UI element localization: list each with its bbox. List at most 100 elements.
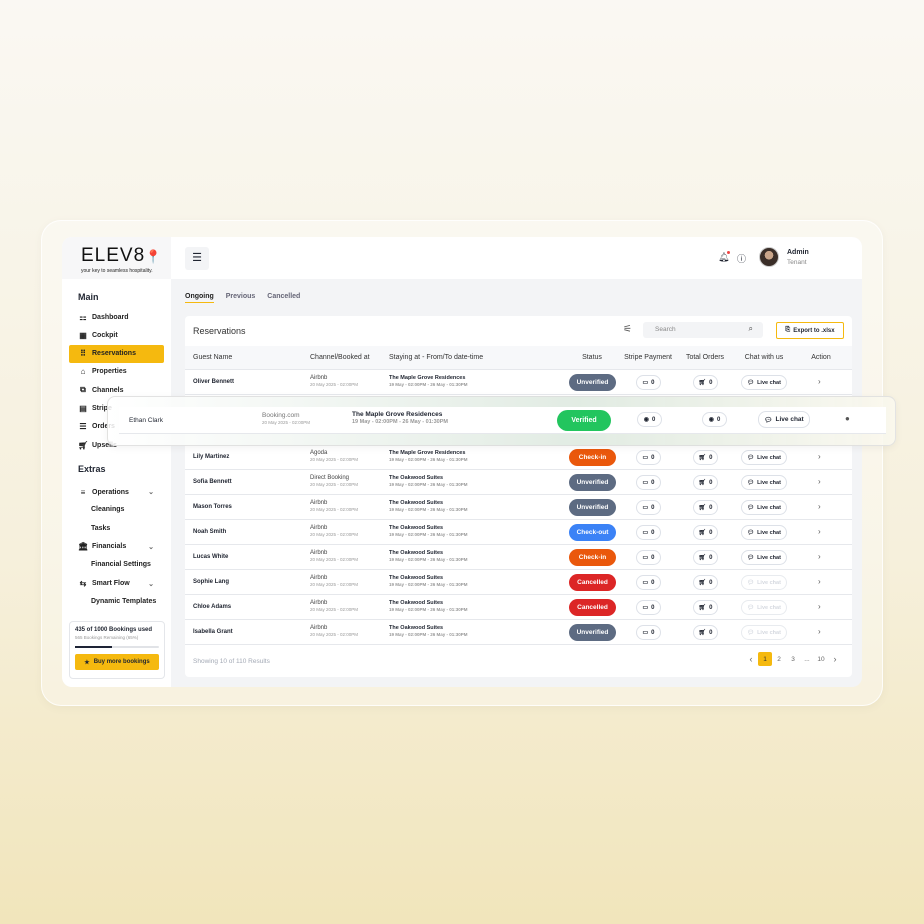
live-chat-button[interactable]: 💬︎ Live chat — [741, 550, 787, 565]
chevron-right-icon[interactable]: › — [818, 377, 821, 386]
status-badge[interactable]: Check-in — [569, 549, 616, 566]
status-badge[interactable]: Unverified — [569, 624, 616, 641]
stripe-payment[interactable]: ◉ 0 — [637, 412, 662, 427]
table-row[interactable]: Isabella Grant Airbnb 20 May 2025 - 02:00P… — [185, 620, 852, 645]
menu-icon[interactable]: ☰ — [185, 247, 209, 270]
stripe-payment[interactable]: ▭ 0 — [636, 450, 661, 465]
table-row-highlighted[interactable]: Ethan Clark Booking.com 20 May 2025 - 02:0… — [119, 407, 886, 434]
stripe-payment[interactable]: ▭ 0 — [636, 600, 661, 615]
filter-icon[interactable]: ⚟ — [623, 324, 632, 335]
chevron-down-icon[interactable]: ⌄ — [148, 489, 154, 496]
table-row[interactable]: Sophie Lang Airbnb 20 May 2025 - 02:00PM Th… — [185, 570, 852, 595]
total-orders[interactable]: 🛒︎ 0 — [693, 600, 718, 615]
chevron-right-icon[interactable]: › — [818, 602, 821, 611]
page-1[interactable]: 1 — [758, 652, 772, 666]
live-chat-button[interactable]: 💬︎ Live chat — [741, 500, 787, 515]
chevron-down-icon[interactable]: ⌄ — [148, 580, 154, 588]
status-badge[interactable]: Check-in — [569, 449, 616, 466]
help-icon[interactable]: ⓘ — [737, 254, 747, 264]
stripe-payment[interactable]: ▭ 0 — [636, 625, 661, 640]
table-row[interactable]: Lily Martinez Agoda 20 May 2025 - 02:00PM T… — [185, 445, 852, 470]
chevron-right-icon[interactable]: › — [818, 577, 821, 586]
table-row[interactable]: Chloe Adams Airbnb 20 May 2025 - 02:00PM Th… — [185, 595, 852, 620]
export-button[interactable]: ⎘ Export to .xlsx — [776, 322, 844, 339]
total-orders[interactable]: 🛒︎ 0 — [693, 550, 718, 565]
live-chat-button[interactable]: 💬︎ Live chat — [758, 411, 810, 428]
total-orders[interactable]: 🛒︎ 0 — [693, 625, 718, 640]
status-badge[interactable]: Cancelled — [569, 599, 616, 616]
live-chat-button[interactable]: 💬︎ Live chat — [741, 375, 787, 390]
avatar[interactable] — [759, 247, 779, 267]
sidebar-subitem[interactable]: Cleanings — [91, 506, 125, 514]
total-orders[interactable]: 🛒︎ 0 — [693, 575, 718, 590]
tab-previous[interactable]: Previous — [225, 293, 256, 300]
live-chat-button[interactable]: 💬︎ Live chat — [741, 525, 787, 540]
table-row[interactable]: Sofia Bennett Direct Booking 20 May 2025 -… — [185, 470, 852, 495]
buy-more-bookings-button[interactable]: ★ Buy more bookings — [75, 654, 159, 670]
channel: Airbnb 20 May 2025 - 02:00PM — [310, 500, 358, 512]
chevron-right-icon[interactable]: › — [818, 627, 821, 636]
sidebar-item-stripe[interactable]: ▤ Stripe — [69, 400, 164, 418]
total-orders[interactable]: 🛒︎ 0 — [693, 500, 718, 515]
total-orders[interactable]: 🛒︎ 0 — [693, 375, 718, 390]
page-10[interactable]: 10 — [817, 655, 825, 663]
page-2[interactable]: 2 — [777, 655, 781, 663]
chevron-right-icon[interactable]: › — [818, 552, 821, 561]
sidebar-item-upsells[interactable]: 🛒︎ Upsells — [69, 436, 164, 454]
status-badge[interactable]: Cancelled — [569, 574, 616, 591]
live-chat-button[interactable]: 💬︎ Live chat — [741, 475, 787, 490]
sidebar-subitem[interactable]: Dynamic Templates — [91, 597, 157, 605]
tab-ongoing[interactable]: Ongoing — [185, 293, 214, 303]
sidebar-subitem[interactable]: Tasks — [91, 524, 111, 532]
bell-icon[interactable]: 🔔︎ — [718, 251, 731, 262]
cart-icon: 🛒︎ — [698, 380, 707, 386]
stripe-payment[interactable]: ▭ 0 — [636, 475, 661, 490]
chevron-right-icon[interactable]: ● — [845, 414, 850, 423]
sidebar-item-smart-flow[interactable]: ⇆ Smart Flow ⌄ — [69, 575, 164, 593]
stripe-payment[interactable]: ▭ 0 — [636, 550, 661, 565]
bookings-usage: 435 of 1000 Bookings used 565 Bookings R… — [69, 621, 165, 679]
status-badge[interactable]: Unverified — [569, 499, 616, 516]
table-header: Guest Name Channel/Booked at Staying at - … — [185, 346, 852, 370]
chevron-right-icon[interactable]: › — [818, 502, 821, 511]
chevron-right-icon[interactable]: › — [818, 527, 821, 536]
total-orders[interactable]: 🛒︎ 0 — [693, 450, 718, 465]
table-row[interactable]: Oliver Bennett Airbnb 20 May 2025 - 02:00P… — [185, 370, 852, 395]
sidebar-item-properties[interactable]: ⌂ Properties — [69, 363, 164, 381]
cart-icon: 🛒︎ — [698, 580, 707, 586]
status-badge[interactable]: Unverified — [569, 474, 616, 491]
chevron-right-icon[interactable]: › — [818, 452, 821, 461]
chevron-down-icon[interactable]: ⌄ — [148, 543, 154, 551]
sidebar-item-operations[interactable]: ≡ Operations ⌄ — [69, 483, 164, 501]
chevron-right-icon[interactable]: › — [833, 654, 837, 664]
search-input[interactable]: Search ⌕ — [643, 322, 763, 338]
tab-cancelled[interactable]: Cancelled — [267, 293, 301, 300]
chevron-left-icon[interactable]: ‹ — [749, 654, 753, 664]
card-title: Reservations — [193, 326, 246, 336]
stripe-payment[interactable]: ▭ 0 — [636, 575, 661, 590]
total-orders[interactable]: ◉ 0 — [702, 412, 727, 427]
live-chat-button[interactable]: 💬︎ Live chat — [741, 450, 787, 465]
table-row[interactable]: Noah Smith Airbnb 20 May 2025 - 02:00PM The… — [185, 520, 852, 545]
sidebar-item-cockpit[interactable]: ▦ Cockpit — [69, 326, 164, 344]
channel: Airbnb 20 May 2025 - 02:00PM — [310, 550, 358, 562]
table-row[interactable]: Mason Torres Airbnb 20 May 2025 - 02:00PM T… — [185, 495, 852, 520]
stripe-payment[interactable]: ▭ 0 — [636, 500, 661, 515]
status-badge[interactable]: Verified — [557, 410, 611, 431]
sidebar-item-dashboard[interactable]: ⚏ Dashboard — [69, 308, 164, 326]
total-orders[interactable]: 🛒︎ 0 — [693, 525, 718, 540]
table-row[interactable]: Lucas White Airbnb 20 May 2025 - 02:00PM Th… — [185, 545, 852, 570]
status-badge[interactable]: Check-out — [569, 524, 616, 541]
sidebar-item-financials[interactable]: 🏛︎ Financials ⌄ — [69, 538, 164, 556]
page-3[interactable]: 3 — [791, 655, 795, 663]
sidebar-item-reservations[interactable]: ⠿ Reservations — [69, 344, 164, 363]
chevron-right-icon[interactable]: › — [818, 477, 821, 486]
sidebar-item-channels[interactable]: ⧉ Channels — [69, 381, 164, 399]
sidebar-item-orders[interactable]: ☰ Orders — [69, 418, 164, 436]
stripe-payment[interactable]: ▭ 0 — [636, 525, 661, 540]
status-badge[interactable]: Unverified — [569, 374, 616, 391]
stripe-payment[interactable]: ▭ 0 — [636, 375, 661, 390]
total-orders[interactable]: 🛒︎ 0 — [693, 475, 718, 490]
channel: Direct Booking 20 May 2025 - 02:00PM — [310, 475, 358, 487]
sidebar-subitem[interactable]: Financial Settings — [91, 561, 151, 569]
